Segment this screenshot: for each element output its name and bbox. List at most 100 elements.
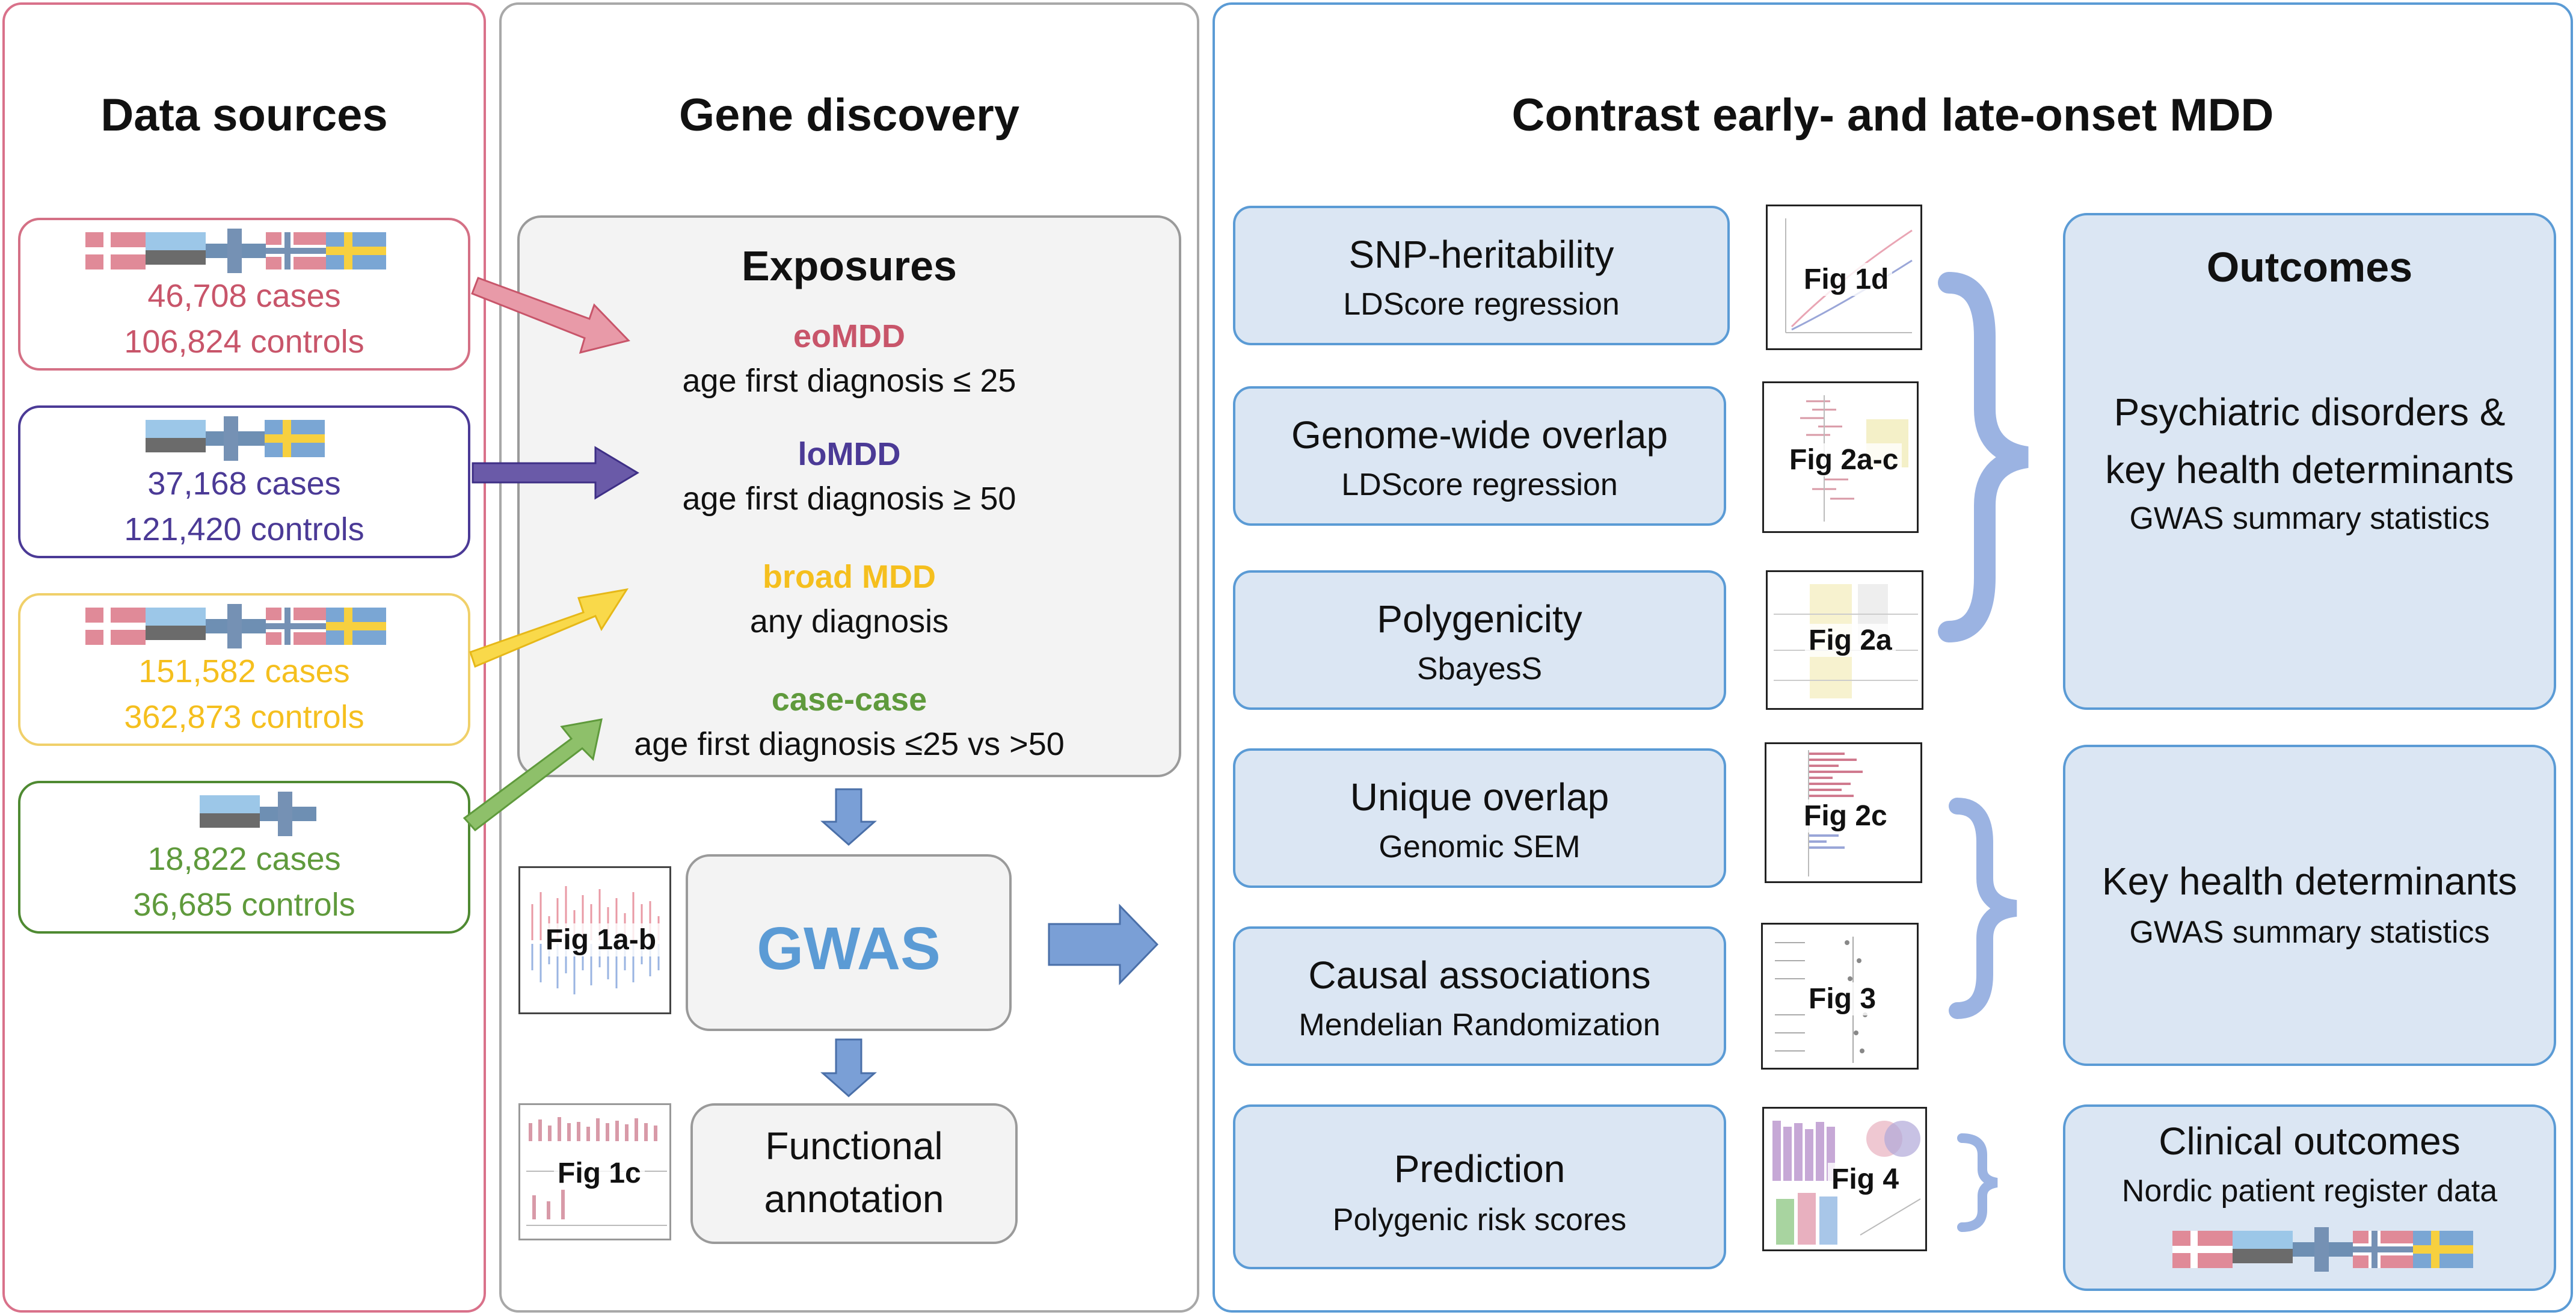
exposure-casecase-name: case-case — [771, 682, 927, 718]
fig-3-label: Fig 3 — [1805, 982, 1880, 1015]
source-cases: 46,708 cases — [147, 278, 341, 314]
gwas-box: GWAS — [686, 854, 1012, 1031]
denmark-flag-icon — [85, 608, 146, 645]
analysis-snp-heritability: SNP-heritability LDScore regression — [1233, 206, 1730, 345]
analysis-sub: SbayesS — [1416, 651, 1543, 686]
fig-1c-thumbnail: Fig 1c — [518, 1103, 671, 1240]
analysis-sub: Mendelian Randomization — [1299, 1008, 1661, 1042]
analysis-title: Genome-wide overlap — [1291, 413, 1668, 457]
data-sources-title: Data sources — [100, 90, 388, 141]
exposures-title: Exposures — [742, 242, 957, 289]
functional-annotation-box: Functional annotation — [690, 1103, 1018, 1244]
finland-cross-icon — [278, 792, 292, 836]
annotation-plot-icon — [526, 1117, 667, 1226]
source-controls: 362,873 controls — [124, 699, 364, 735]
analysis-prediction: Prediction Polygenic risk scores — [1233, 1104, 1726, 1269]
analysis-unique-overlap: Unique overlap Genomic SEM — [1233, 748, 1726, 888]
analysis-polygenicity: Polygenicity SbayesS — [1233, 570, 1726, 710]
norway-flag-icon — [266, 608, 326, 645]
finland-cross-icon — [227, 229, 242, 273]
key-health-sub: GWAS summary statistics — [2129, 915, 2490, 950]
fig-4-thumbnail: Fig 4 — [1762, 1107, 1927, 1251]
sweden-flag-icon — [326, 232, 386, 269]
fig-2a-label: Fig 2a — [1805, 624, 1896, 657]
gwas-label: GWAS — [757, 915, 941, 982]
outcomes-box1-sub: GWAS summary statistics — [2129, 501, 2490, 536]
fig-3-thumbnail: Fig 3 — [1761, 923, 1919, 1070]
fig-1ab-thumbnail: Fig 1a-b — [518, 866, 671, 1014]
fig-2ac-thumbnail: Fig 2a-c — [1762, 381, 1919, 533]
fig-4-label: Fig 4 — [1828, 1163, 1903, 1196]
key-health-title: Key health determinants — [2101, 860, 2518, 903]
analysis-genome-wide-overlap: Genome-wide overlap LDScore regression — [1233, 386, 1726, 526]
clinical-title: Clinical outcomes — [2159, 1119, 2461, 1163]
sweden-flag-icon — [2413, 1231, 2473, 1268]
analysis-title: SNP-heritability — [1348, 233, 1614, 276]
gene-discovery-title: Gene discovery — [678, 90, 1020, 141]
analysis-title: Polygenicity — [1377, 597, 1582, 641]
finland-cross-icon — [224, 416, 238, 461]
key-health-box: Key health determinants GWAS summary sta… — [2063, 745, 2556, 1066]
source-box-4: 18,822 cases 36,685 controls — [18, 781, 470, 934]
flag-row — [85, 604, 386, 648]
clinical-outcomes-box: Clinical outcomes Nordic patient registe… — [2063, 1104, 2556, 1291]
functional-line2: annotation — [764, 1177, 944, 1221]
source-cases: 151,582 cases — [138, 653, 350, 689]
exposure-lomdd-name: loMDD — [798, 436, 901, 472]
exposure-lomdd-desc: age first diagnosis ≥ 50 — [682, 481, 1016, 517]
fig-1d-label: Fig 1d — [1800, 263, 1893, 296]
source-cases: 37,168 cases — [147, 466, 341, 502]
finland-cross-icon — [2314, 1227, 2329, 1272]
analysis-title: Unique overlap — [1350, 775, 1609, 819]
denmark-flag-icon — [2172, 1231, 2233, 1268]
analysis-sub: Genomic SEM — [1379, 830, 1581, 864]
fig-1d-thumbnail: Fig 1d — [1766, 205, 1922, 350]
source-controls: 36,685 controls — [133, 887, 355, 923]
functional-line1: Functional — [765, 1124, 943, 1168]
outcomes-box: Outcomes Psychiatric disorders & key hea… — [2063, 213, 2556, 710]
fig-2a-thumbnail: Fig 2a — [1766, 570, 1923, 710]
clinical-sub: Nordic patient register data — [2121, 1174, 2498, 1209]
source-controls: 106,824 controls — [124, 324, 364, 360]
fig-1c-label: Fig 1c — [554, 1157, 645, 1190]
fig-2ac-label: Fig 2a-c — [1786, 443, 1902, 476]
analysis-sub: LDScore regression — [1343, 287, 1620, 322]
source-cases: 18,822 cases — [147, 841, 341, 877]
source-controls: 121,420 controls — [124, 511, 364, 547]
outcomes-title: Outcomes — [2206, 244, 2413, 291]
analysis-sub: LDScore regression — [1341, 467, 1618, 502]
connector-icon — [200, 795, 260, 833]
sweden-flag-icon — [326, 608, 386, 645]
flag-row — [146, 416, 325, 461]
outcomes-box1-line2: key health determinants — [2105, 448, 2514, 491]
denmark-flag-icon — [85, 232, 146, 269]
source-box-2: 37,168 cases 121,420 controls — [18, 405, 470, 558]
exposure-broad-name: broad MDD — [763, 559, 936, 595]
analysis-title: Prediction — [1394, 1147, 1566, 1190]
connector-icon — [146, 420, 206, 457]
connector-icon — [146, 608, 206, 645]
exposure-eomdd-name: eoMDD — [793, 318, 905, 354]
sweden-flag-icon — [265, 420, 325, 457]
norway-flag-icon — [2353, 1231, 2413, 1268]
exposures-box: Exposures eoMDD age first diagnosis ≤ 25… — [517, 215, 1181, 777]
analysis-sub: Polygenic risk scores — [1332, 1203, 1627, 1237]
exposure-casecase-desc: age first diagnosis ≤25 vs >50 — [634, 726, 1065, 762]
exposure-broad-desc: any diagnosis — [749, 603, 949, 639]
source-box-3: 151,582 cases 362,873 controls — [18, 593, 470, 746]
fig-2c-thumbnail: Fig 2c — [1765, 742, 1922, 883]
flag-row — [2172, 1227, 2473, 1272]
norway-flag-icon — [266, 232, 326, 269]
connector-icon — [146, 232, 206, 269]
exposure-eomdd-desc: age first diagnosis ≤ 25 — [682, 363, 1016, 399]
outcomes-box1-line1: Psychiatric disorders & — [2113, 390, 2506, 434]
source-box-1: 46,708 cases 106,824 controls — [18, 218, 470, 371]
fig-2c-label: Fig 2c — [1800, 799, 1891, 833]
finland-cross-icon — [227, 604, 242, 648]
connector-icon — [2233, 1231, 2293, 1268]
fig-1ab-label: Fig 1a-b — [542, 923, 660, 956]
analysis-causal-associations: Causal associations Mendelian Randomizat… — [1233, 926, 1726, 1066]
contrast-title: Contrast early- and late-onset MDD — [1511, 90, 2274, 141]
flag-row — [85, 229, 386, 273]
analysis-title: Causal associations — [1308, 953, 1651, 997]
